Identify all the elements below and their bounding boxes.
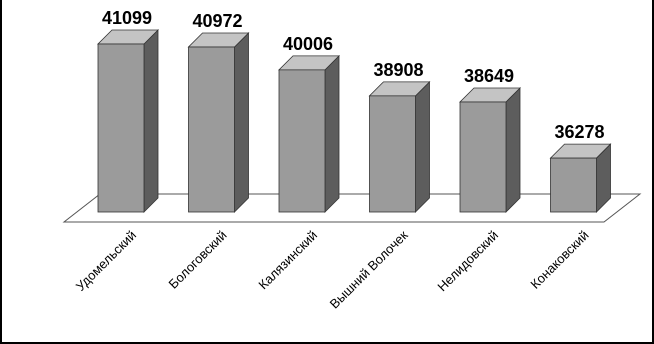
bar-0 xyxy=(97,43,145,213)
data-label-5: 36278 xyxy=(554,122,604,142)
bar-1 xyxy=(188,46,235,213)
data-label-1: 40972 xyxy=(192,11,242,31)
bar-side-1 xyxy=(234,32,249,213)
data-label-2: 40006 xyxy=(283,34,333,54)
category-label-0: Удомельский xyxy=(73,228,139,294)
bar-4 xyxy=(459,101,507,213)
bar-3 xyxy=(369,95,416,213)
category-label-1: Бологовский xyxy=(166,228,230,292)
data-label-0: 41099 xyxy=(102,8,152,28)
category-label-3: Вышний Волочек xyxy=(327,227,411,311)
category-label-5: Конаковский xyxy=(527,228,591,292)
category-label-2: Калязинский xyxy=(255,228,320,293)
bar-side-3 xyxy=(415,80,430,213)
category-label-4: Нелидовский xyxy=(434,228,501,295)
bar-side-4 xyxy=(505,87,521,213)
bar-side-0 xyxy=(143,29,159,213)
bar-2 xyxy=(278,69,326,213)
bar-side-2 xyxy=(324,54,340,213)
data-label-4: 38649 xyxy=(464,66,514,86)
bar-5 xyxy=(550,157,597,213)
data-label-3: 38908 xyxy=(373,60,423,80)
